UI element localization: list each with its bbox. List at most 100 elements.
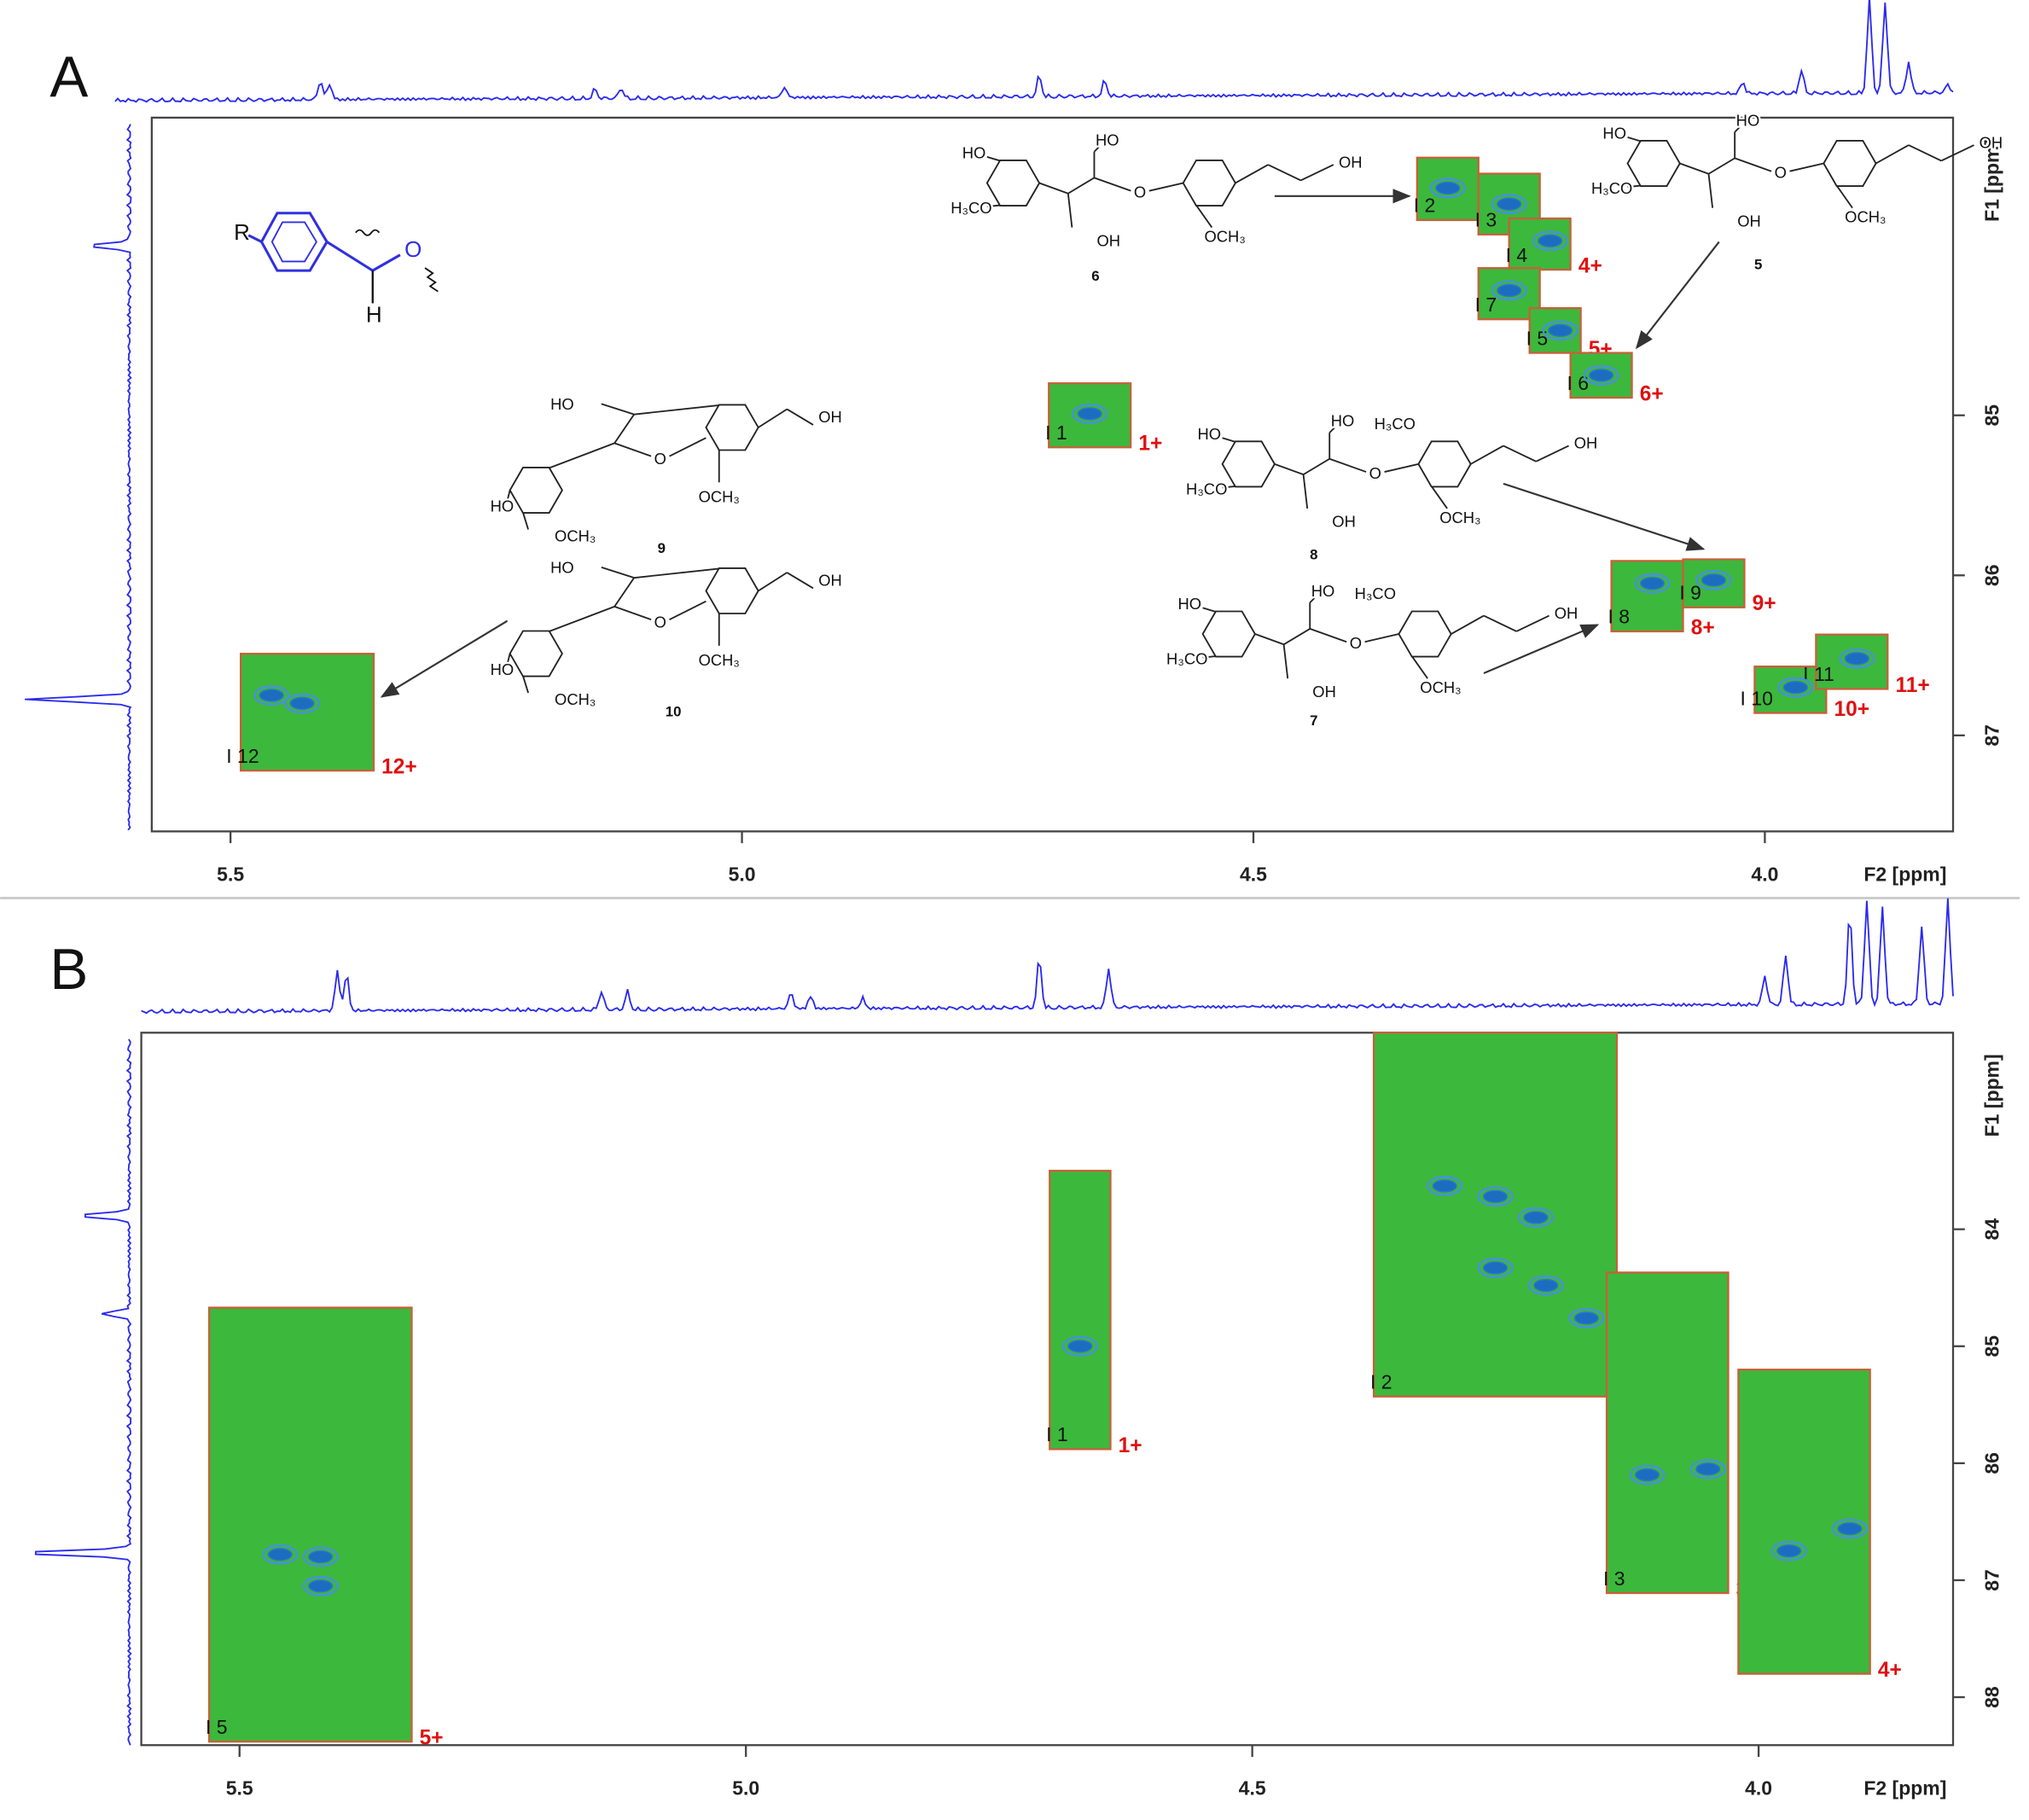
contour-outer (1568, 1307, 1605, 1329)
bond (634, 567, 719, 579)
bond (601, 567, 635, 579)
atom-label: OH (1339, 153, 1363, 171)
bond (758, 408, 788, 428)
atom-label: OCH₃ (555, 527, 596, 545)
panel-label: A (49, 45, 88, 109)
region-label: 11+ (1895, 674, 1929, 697)
y-tick-label: 88 (1981, 1686, 2003, 1708)
contour-outer (302, 1546, 339, 1567)
integration-region (1049, 1169, 1112, 1451)
bond (1708, 157, 1735, 175)
panel-label: B (49, 938, 88, 1002)
bond (1451, 614, 1485, 635)
bond (1430, 486, 1448, 509)
bond (1627, 136, 1642, 142)
atom-label: O (1369, 464, 1381, 482)
compound-number: 6 (1091, 268, 1099, 284)
contour-outer (253, 685, 290, 706)
cross-peak (1477, 1186, 1514, 1207)
contour-core (1573, 1311, 1599, 1325)
contour-core (1634, 1468, 1660, 1482)
contour-core (259, 689, 284, 702)
bond (506, 653, 511, 665)
contour-core (1497, 197, 1522, 211)
contour-core (1548, 323, 1573, 337)
cross-peak (1491, 194, 1527, 215)
bond (1483, 614, 1517, 632)
structure: HO H₃CO HO OH O OCH₃ OH H₃CO 8 (1184, 410, 1600, 562)
bond (1309, 596, 1317, 603)
bond (1515, 614, 1550, 632)
atom-label: HO (1197, 425, 1221, 443)
integration-region (1605, 1271, 1730, 1595)
contour-outer (1634, 573, 1671, 594)
contour-core (1435, 181, 1461, 195)
cross-peak (1072, 403, 1108, 424)
region-label: 4+ (1578, 254, 1602, 277)
cross-peak (1689, 1458, 1726, 1480)
x-axis-title: F2 [ppm] (1863, 863, 1946, 886)
atom-label: OCH₃ (1204, 228, 1245, 246)
bond (1734, 157, 1772, 172)
atom-label: HO (1331, 412, 1355, 430)
bond (1328, 457, 1367, 473)
structure: HO H₃CO HO OH O OCH₃ OH H₃CO 7 (1165, 580, 1580, 730)
plot-frame (140, 1032, 1955, 1747)
bond (1202, 607, 1217, 613)
bond (1094, 177, 1131, 192)
contour-outer (262, 1544, 299, 1565)
atom-label: OCH₃ (699, 651, 740, 669)
bond (1303, 457, 1330, 475)
bond (1254, 633, 1284, 646)
contour-outer (1689, 1458, 1726, 1480)
bond (1410, 655, 1428, 679)
contour-outer (1695, 570, 1732, 590)
atom-label: OH (1737, 212, 1761, 230)
fragment-label: R (234, 219, 250, 245)
contour-core (1538, 234, 1563, 247)
cross-peak (262, 1544, 299, 1565)
bond (1364, 633, 1399, 643)
ring (1626, 140, 1681, 187)
y-tick-label: 86 (1981, 565, 2003, 587)
bond (522, 512, 529, 530)
contour-core (1776, 1544, 1802, 1558)
bond (1503, 445, 1537, 462)
integration-region (1737, 1369, 1871, 1675)
atom-label: O (1775, 164, 1787, 182)
structure: HO H₃CO HO OH O OCH₃ OH 6 (949, 129, 1364, 284)
contour-outer (1427, 1176, 1463, 1196)
cross-peak (1583, 364, 1619, 386)
contour-core (1077, 407, 1102, 421)
atom-label: HO (1311, 582, 1335, 600)
contour-core (1589, 369, 1614, 382)
contour-outer (1770, 1540, 1807, 1561)
contour-core (1523, 1211, 1549, 1224)
structure: HO H₃CO HO OH O OCH₃ OH 5 (1590, 109, 2005, 272)
cross-peak (1517, 1207, 1555, 1228)
x-tick-label: 4.5 (1239, 1776, 1266, 1799)
fragment-structure (247, 212, 439, 304)
atom-label: H₃CO (1355, 584, 1396, 602)
region-label: 5+ (420, 1727, 444, 1750)
bond (613, 442, 652, 457)
bond (1148, 182, 1183, 192)
bond (549, 442, 615, 469)
bond (1202, 655, 1217, 659)
contour-outer (1477, 1258, 1514, 1278)
contour-outer (1831, 1518, 1869, 1539)
bond (634, 404, 719, 416)
atom-label: OCH₃ (1420, 678, 1461, 696)
peak-label: I 6 (1567, 372, 1590, 394)
atom-label: O (654, 613, 666, 631)
bond (601, 403, 635, 416)
peak-label: I 10 (1741, 687, 1773, 709)
contour-outer (1429, 177, 1466, 199)
bond (1093, 145, 1101, 153)
bond (522, 675, 529, 694)
contour-core (308, 1579, 334, 1593)
compound-number: 5 (1754, 256, 1762, 272)
atom-label: OCH₃ (1439, 509, 1480, 526)
contour-outer (1527, 1275, 1564, 1296)
integration-region (207, 1306, 413, 1743)
